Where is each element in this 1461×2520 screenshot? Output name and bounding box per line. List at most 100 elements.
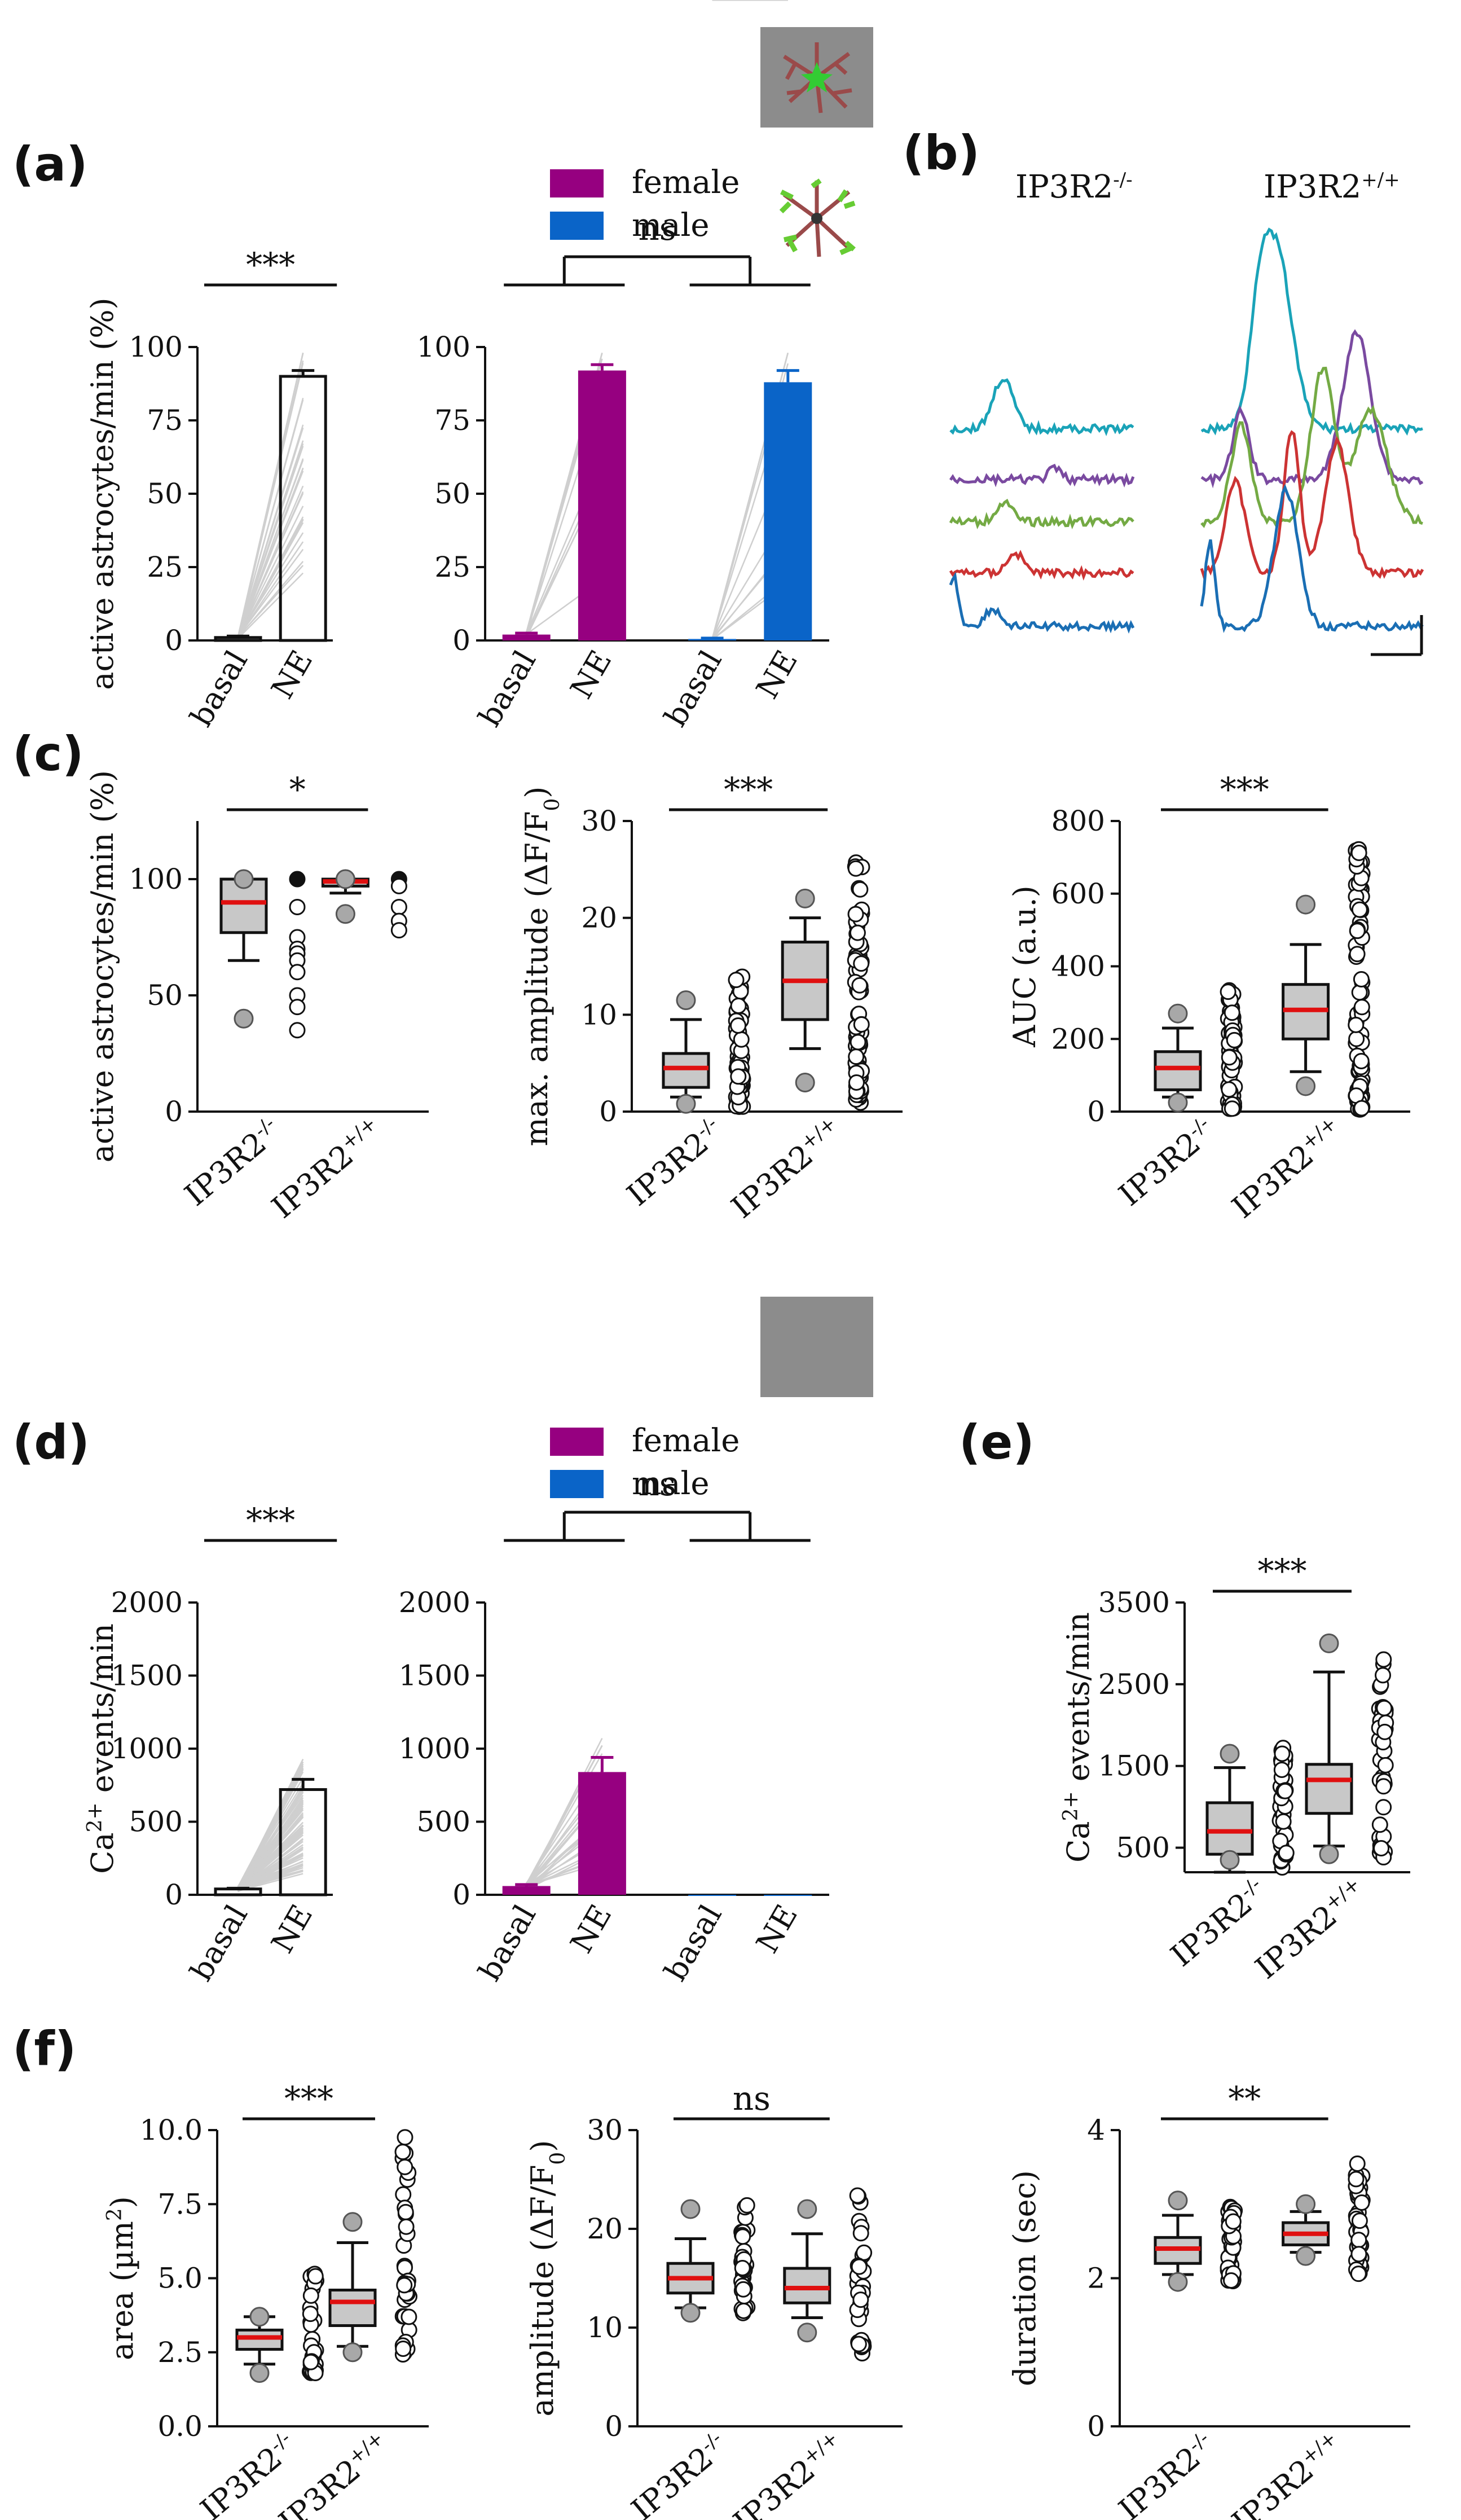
- paired-line: [237, 443, 304, 638]
- category-label: IP3R2-/-: [624, 2427, 734, 2520]
- box: [219, 877, 268, 934]
- data-point: [1348, 1030, 1365, 1047]
- paired-line: [237, 1791, 304, 1892]
- y-tick-label: 2: [1087, 2262, 1105, 2295]
- outlier-point: [1296, 2194, 1316, 2214]
- paired-line: [237, 1834, 304, 1891]
- trace-blue-ko: [949, 572, 1135, 634]
- outlier-point: [680, 2303, 701, 2323]
- data-point: [1220, 984, 1236, 1000]
- outlier-point: [1168, 1092, 1188, 1113]
- outlier-point: [249, 2307, 270, 2327]
- data-point: [302, 2354, 319, 2370]
- data-point: [1278, 1845, 1295, 1862]
- bar-ne: [764, 1895, 812, 1896]
- trace-header: IP3R2-/-: [1015, 169, 1133, 205]
- panel-label-e: (e): [959, 1415, 1035, 1470]
- legend-middle: female male: [550, 1423, 740, 1502]
- data-point: [289, 964, 306, 981]
- category-label: IP3R2+/+: [1225, 2427, 1350, 2520]
- data-point: [1377, 1757, 1394, 1773]
- trace-red-wt: [1200, 430, 1424, 580]
- outlier-point: [795, 1073, 815, 1092]
- outlier-point: [335, 904, 355, 924]
- data-point: [1351, 901, 1368, 918]
- category-label: NE: [265, 644, 320, 705]
- y-tick-label: 10: [587, 2311, 623, 2344]
- data-point: [1348, 2171, 1365, 2188]
- outlier-point: [342, 2342, 363, 2363]
- outlier-point: [1296, 1076, 1316, 1096]
- chart-c2: 0 10 20 30 max. amplitude (ΔF/F0) IP3R2-/-IP3…: [519, 770, 903, 1225]
- outlier-point: [1168, 2190, 1188, 2211]
- data-point: [302, 2306, 319, 2323]
- trace-header: IP3R2+/+: [1264, 169, 1400, 205]
- data-point: [1348, 1016, 1365, 1033]
- legend-swatch-male-2: [550, 1470, 604, 1498]
- data-point: [1373, 1839, 1390, 1856]
- data-point: [852, 2225, 869, 2242]
- y-axis-label: Ca2+ events/min: [83, 1623, 121, 1874]
- data-point: [850, 2335, 867, 2352]
- paired-line: [237, 1846, 303, 1891]
- category-label: IP3R2-/-: [620, 1112, 730, 1213]
- data-point: [850, 1034, 866, 1051]
- trace-red-ko: [949, 550, 1134, 581]
- category-label: basal: [472, 1899, 543, 1987]
- y-tick-label: 20: [587, 2212, 623, 2245]
- y-tick-label: 50: [147, 477, 183, 510]
- data-point: [1353, 999, 1370, 1016]
- category-label: basal: [657, 644, 729, 732]
- trace-purple-ko: [949, 463, 1135, 488]
- data-point: [390, 877, 407, 894]
- bar-basal: [688, 1895, 737, 1896]
- data-point: [853, 1016, 870, 1033]
- paired-line: [237, 1854, 303, 1891]
- significance-label: ***: [246, 1501, 295, 1539]
- category-label: NE: [749, 644, 804, 705]
- data-point: [1353, 1100, 1370, 1117]
- category-label: IP3R2+/+: [1225, 1112, 1350, 1225]
- box: [783, 2267, 831, 2304]
- data-point: [856, 2244, 873, 2261]
- data-point: [1350, 844, 1367, 861]
- y-tick-label: 50: [434, 477, 470, 510]
- y-tick-label: 30: [581, 805, 617, 837]
- y-tick-label: 7.5: [157, 2188, 203, 2220]
- data-point: [289, 871, 306, 888]
- data-point: [1349, 946, 1366, 963]
- bar-basal: [688, 639, 737, 640]
- y-tick-label: 500: [1116, 1832, 1170, 1864]
- data-point: [1375, 1799, 1392, 1816]
- y-axis-label: area (µm2): [103, 2196, 140, 2360]
- category-label: basal: [183, 1899, 255, 1987]
- y-tick-label: 1500: [1098, 1750, 1170, 1783]
- trace-green-ko: [949, 498, 1134, 529]
- data-point: [1350, 2266, 1367, 2282]
- y-tick-label: 25: [434, 551, 470, 583]
- data-point: [730, 997, 747, 1014]
- bar-ne: [578, 370, 626, 640]
- y-tick-label: 30: [587, 2114, 623, 2146]
- y-tick-label: 500: [129, 1806, 183, 1838]
- trace-green-wt: [1200, 366, 1423, 529]
- panel-label-f: (f): [12, 2021, 76, 2076]
- legend-label-male: male: [632, 207, 710, 244]
- panel-label-b: (b): [903, 125, 980, 181]
- paired-line: [237, 467, 304, 639]
- y-axis-label: AUC (a.u.): [1007, 885, 1042, 1047]
- paired-line: [237, 1805, 304, 1891]
- outlier-point: [676, 990, 696, 1011]
- data-point: [1375, 1651, 1392, 1668]
- significance-label: **: [1228, 2079, 1261, 2118]
- category-label: IP3R2+/+: [265, 1112, 390, 1225]
- data-point: [394, 2144, 411, 2161]
- data-point: [847, 860, 864, 877]
- category-label: IP3R2+/+: [727, 2427, 852, 2520]
- outlier-point: [1220, 1850, 1240, 1870]
- y-tick-label: 0: [165, 1095, 183, 1128]
- y-tick-label: 0: [165, 1878, 183, 1911]
- y-tick-label: 1500: [111, 1659, 183, 1692]
- category-label: NE: [564, 1899, 619, 1959]
